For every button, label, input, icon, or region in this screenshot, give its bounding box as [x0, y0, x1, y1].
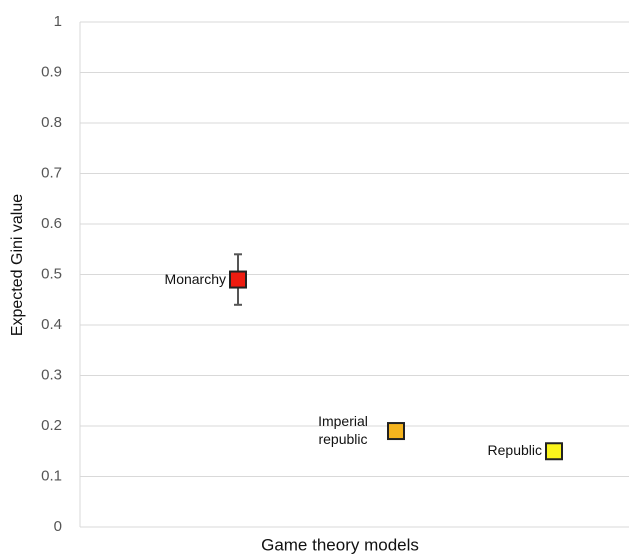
y-tick-label: 0.3: [41, 366, 62, 383]
y-tick-label: 0.7: [41, 164, 62, 181]
y-axis-title: Expected Gini value: [9, 194, 26, 336]
y-tick-label: 0.1: [41, 467, 62, 484]
y-tick-label: 1: [54, 13, 62, 30]
y-tick-label: 0.9: [41, 63, 62, 80]
y-tick-label: 0.5: [41, 265, 62, 282]
y-tick-label: 0.2: [41, 417, 62, 434]
y-tick-label: 0: [54, 518, 62, 535]
x-axis-title: Game theory models: [261, 535, 419, 554]
y-tick-label: 0.4: [41, 316, 62, 333]
point-label: Imperial republic: [318, 413, 368, 448]
point: [229, 270, 247, 289]
y-tick-label: 0.6: [41, 215, 62, 232]
point: [387, 422, 405, 441]
point: [545, 442, 563, 461]
point-label: Republic: [487, 442, 542, 459]
y-tick-label: 0.8: [41, 114, 62, 131]
point-label: Monarchy: [164, 270, 226, 287]
